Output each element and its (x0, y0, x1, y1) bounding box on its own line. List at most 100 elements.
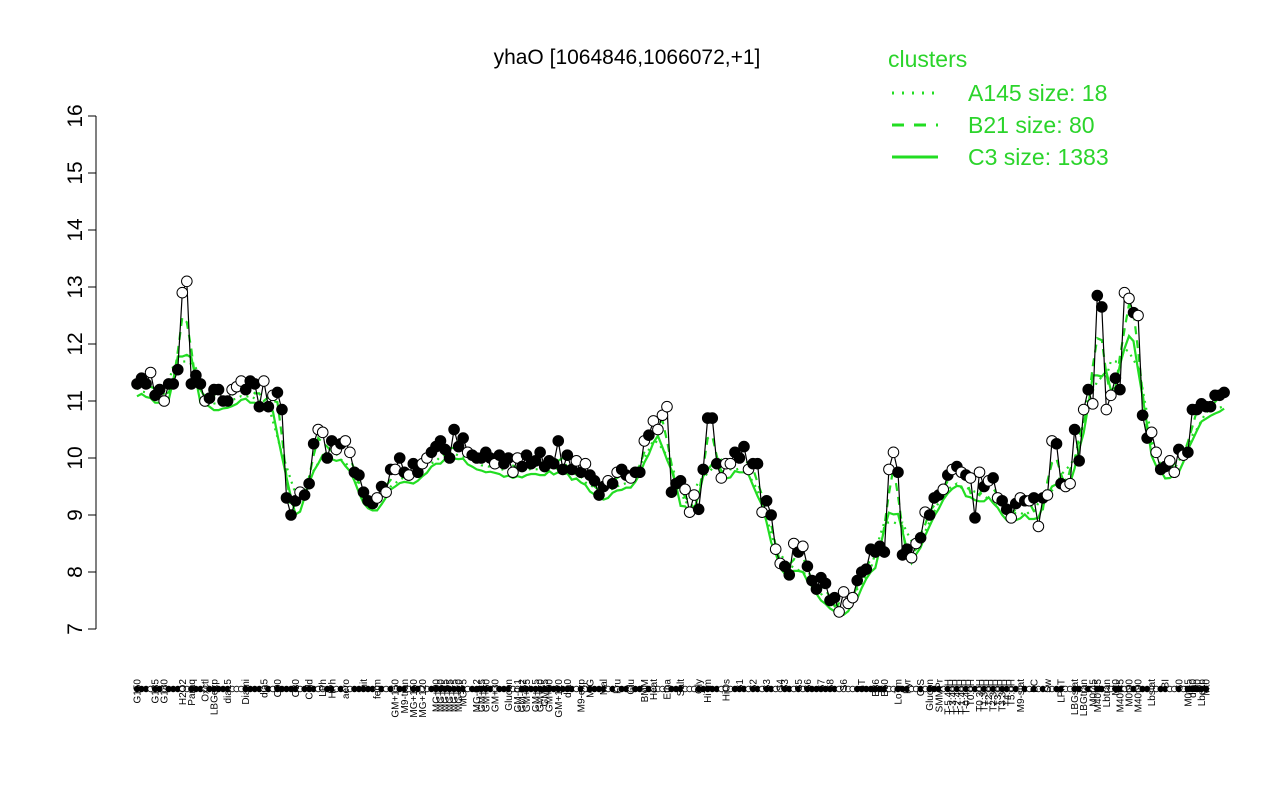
y-axis: 7 8 9 10 11 12 13 14 15 16 (64, 104, 97, 635)
x-tick-label: M0 (1192, 679, 1203, 693)
x-tick-label: S6 (803, 679, 814, 692)
x-tick-label: Lbtran (1102, 679, 1113, 707)
data-point (588, 475, 601, 487)
x-tick-label: dia0 (1188, 679, 1199, 698)
data-point (760, 494, 773, 507)
data-point (633, 466, 646, 479)
data-point (652, 423, 664, 436)
legend: clusters A145 size: 18 B21 size: 80 C3 s… (888, 46, 1109, 170)
x-tick-label: T4.0H (1002, 679, 1013, 706)
data-point (443, 452, 456, 464)
data-point (448, 423, 460, 436)
data-point (507, 466, 519, 479)
data-point (810, 583, 823, 595)
x-tick-label: Glucon (925, 679, 936, 711)
data-point (1041, 489, 1054, 501)
data-point (380, 486, 392, 499)
data-point (316, 426, 329, 439)
y-tick-label: 13 (64, 275, 87, 298)
x-tick-label: Paraq (187, 679, 198, 706)
x-tick-label: M/G (585, 679, 596, 698)
data-point (797, 540, 809, 553)
data-point (846, 591, 859, 604)
data-point (1086, 398, 1099, 410)
data-point (171, 363, 184, 376)
x-tick-label: GM+90 (545, 679, 556, 713)
data-point (937, 483, 950, 496)
data-point (1082, 383, 1095, 396)
x-tick-label: M0t45 (1183, 679, 1194, 707)
data-point (1073, 455, 1085, 467)
x-tick-label: GM+60 (481, 679, 492, 713)
x-tick-label: BC (1029, 679, 1040, 693)
data-point (914, 532, 927, 544)
x-tick-label: LPhT (1057, 679, 1068, 703)
x-tick-label: GM+25 (522, 679, 533, 713)
x-tick-label: Oxctl (200, 679, 211, 702)
data-point (1109, 372, 1122, 385)
x-tick-label: aero (341, 679, 352, 699)
x-tick-label: S2 (749, 679, 760, 692)
data-point (258, 375, 270, 387)
data-point (1182, 446, 1194, 459)
data-point (1132, 309, 1144, 322)
data-point (751, 457, 764, 470)
x-tick-label: GM+120 (554, 679, 565, 718)
x-tick-label: T0.0H (966, 679, 977, 706)
x-tick-label: C90 (273, 679, 284, 698)
data-point (837, 586, 850, 598)
x-tick-label: LBGexp (210, 679, 221, 716)
x-tick-label: HiOs (721, 679, 732, 701)
x-tick-label: T3.0H (993, 679, 1004, 706)
data-point (167, 378, 180, 390)
x-tick-label: Pyr (903, 678, 914, 694)
x-tick-label: Salt (676, 679, 687, 696)
data-point (697, 463, 710, 476)
x-tick-label: GM+15 (531, 679, 542, 713)
y-tick-label: 11 (64, 390, 87, 412)
data-point (307, 437, 320, 450)
x-tick-label: M9-stat (1016, 679, 1027, 713)
data-point (724, 457, 737, 470)
data-point (221, 395, 234, 407)
data-point (579, 457, 592, 470)
data-point (833, 606, 845, 618)
x-tick-label: MG+15 (450, 679, 461, 713)
legend-entry-b21: B21 size: 80 (968, 112, 1095, 138)
data-point (1114, 383, 1126, 396)
x-tick-label: dia15 (223, 679, 234, 704)
x-tick-label: S4 (776, 679, 787, 692)
chart-title: yhaO [1064846,1066072,+1] (494, 46, 761, 69)
data-point (878, 546, 891, 558)
y-tick-label: 12 (64, 332, 87, 355)
x-tick-label: Cold (305, 679, 316, 700)
data-point (393, 452, 406, 464)
x-tick-label: MG+150 (409, 679, 420, 718)
legend-title: clusters (888, 46, 967, 72)
x-tick-label: GM+150 (391, 679, 402, 718)
data-point (706, 412, 719, 424)
legend-entry-a145: A145 size: 18 (968, 80, 1107, 106)
data-point (1032, 520, 1045, 533)
data-point (153, 383, 166, 396)
x-tick-label: S1 (735, 679, 746, 692)
x-tick-label: M40t90 (1134, 679, 1145, 713)
data-point (534, 446, 546, 459)
x-tick-label: Lbexp (1197, 679, 1208, 707)
x-tick-label: T-1.40H (957, 679, 968, 715)
data-point (1163, 455, 1176, 467)
x-tick-label: M0t90 (1124, 679, 1135, 707)
data-point (738, 440, 750, 453)
cluster-line-b21 (136, 300, 1225, 608)
x-tick-label: MG-0.2 (472, 679, 483, 713)
data-point (643, 429, 655, 442)
data-point (765, 509, 777, 521)
data-point (661, 400, 673, 413)
data-point (271, 386, 284, 399)
data-point (1050, 437, 1063, 450)
x-tick-label: Mt0 (1202, 679, 1213, 696)
data-point (905, 551, 918, 564)
data-point (987, 472, 999, 484)
x-tick-label: G150 (133, 679, 144, 704)
x-tick-label: Fru (613, 679, 624, 694)
